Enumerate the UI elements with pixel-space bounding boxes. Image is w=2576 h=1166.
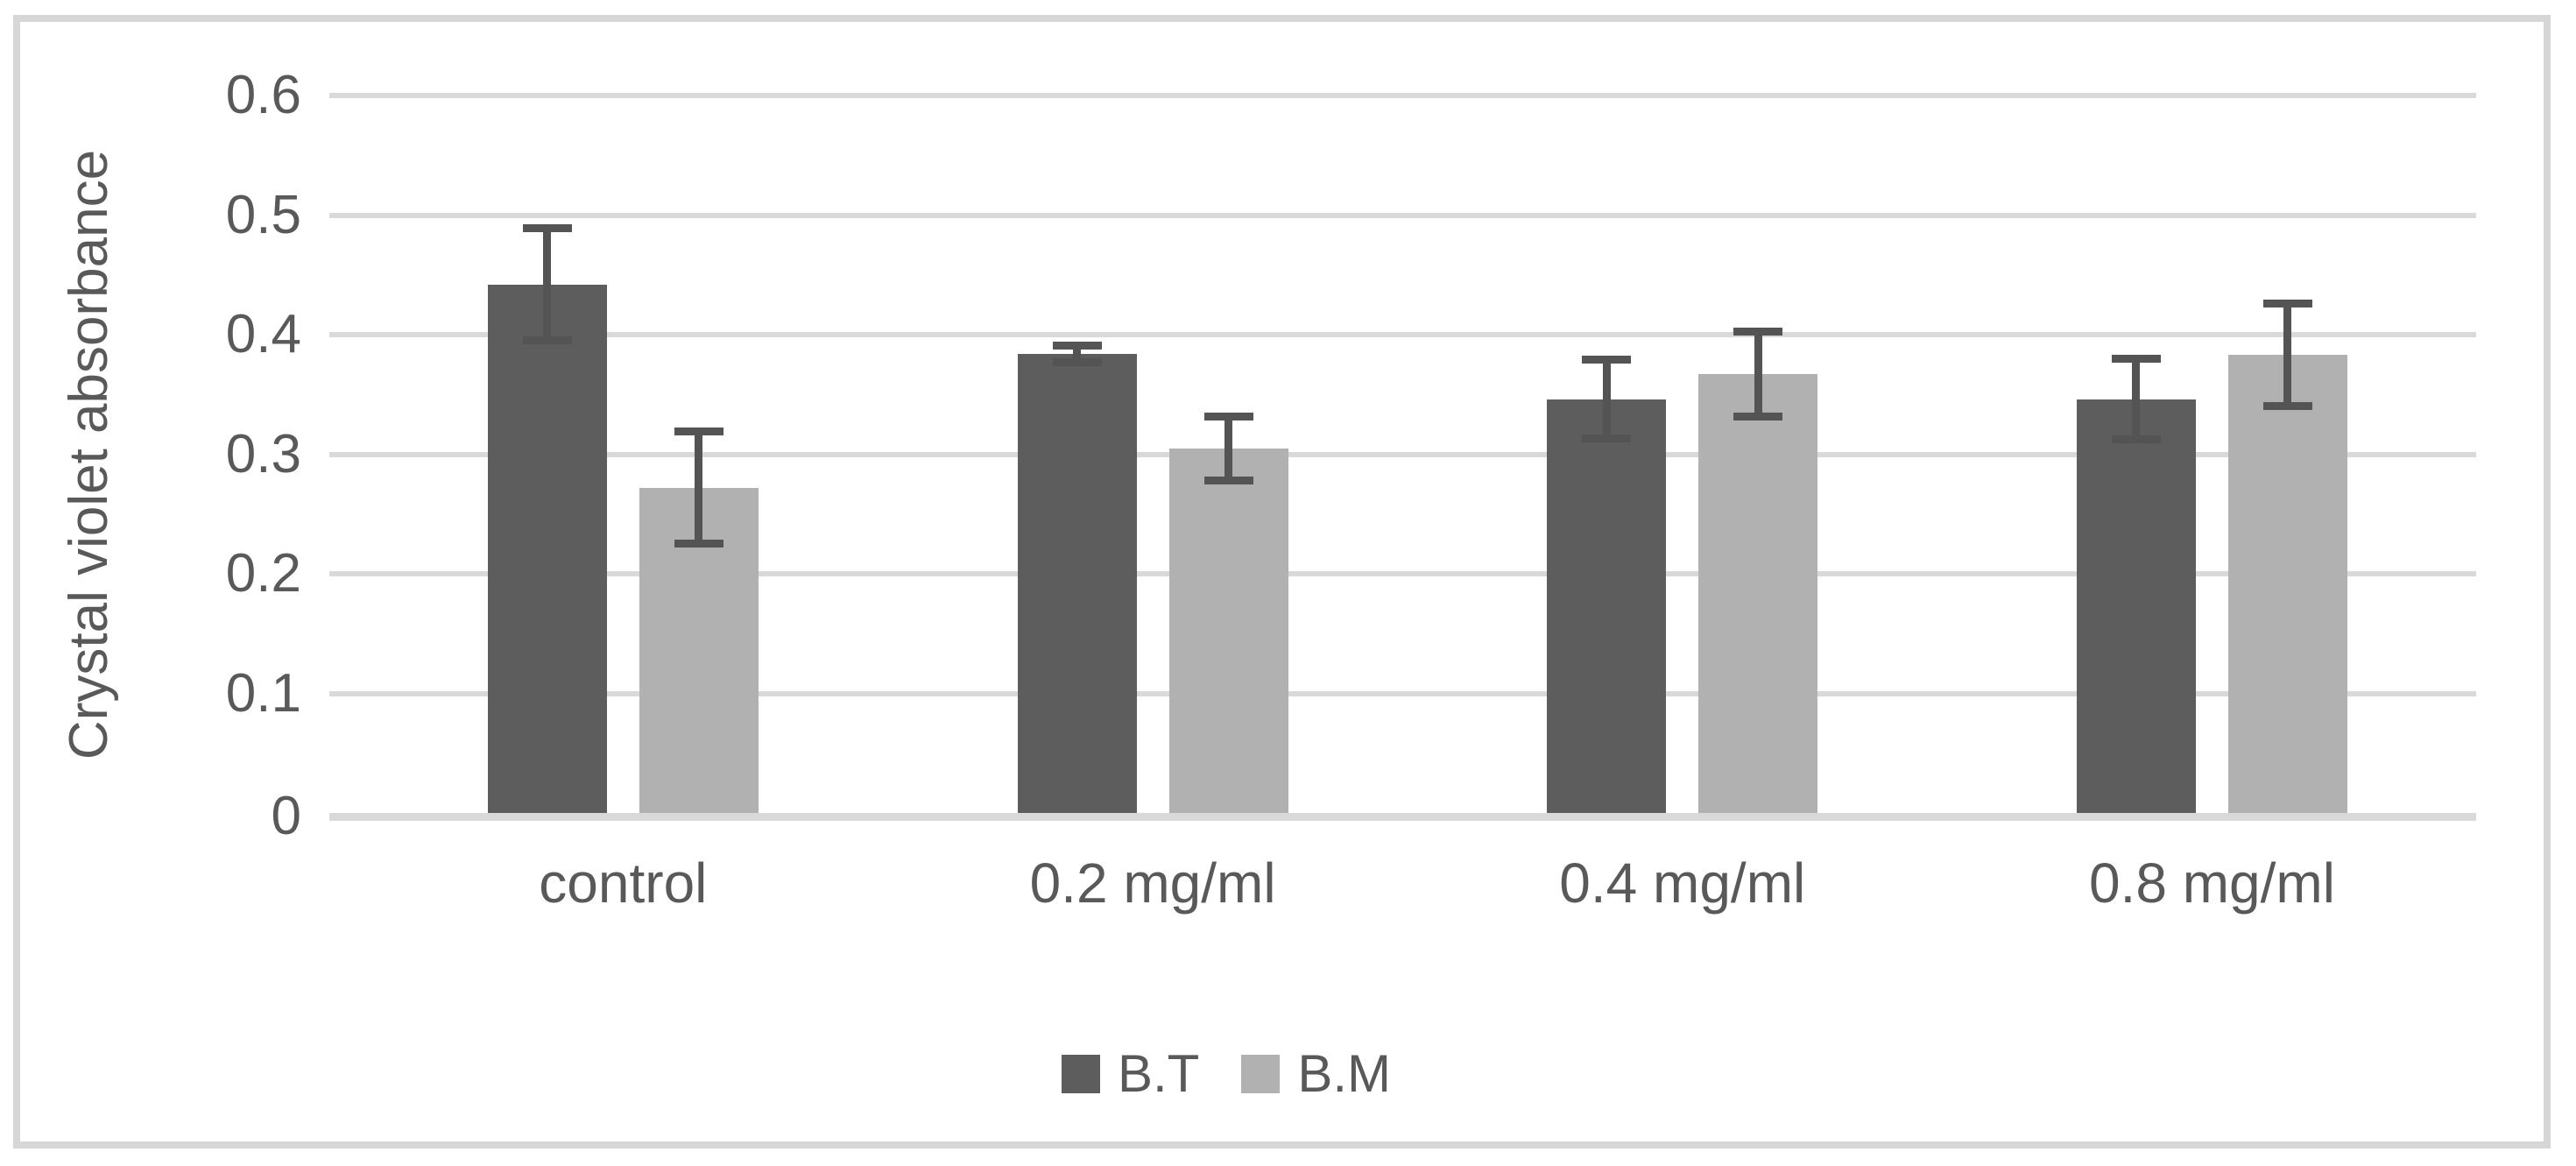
error-bar-cap-bottom (2111, 435, 2161, 444)
bar-bt-0 (487, 284, 607, 813)
y-tick-label: 0.2 (225, 543, 301, 604)
error-bar-cap-top (1052, 342, 1102, 350)
gridline (329, 212, 2476, 218)
error-bar-cap-bottom (1052, 357, 1102, 366)
bar-bt-1 (1017, 353, 1137, 813)
x-axis-line (329, 813, 2476, 821)
bar-bt-3 (2076, 399, 2196, 813)
y-axis-title: Crystal violet absorbance (59, 149, 119, 760)
y-tick-label: 0 (271, 786, 301, 846)
gridline (329, 93, 2476, 98)
error-bar-stem (1754, 333, 1762, 415)
legend-label: B.T (1117, 1044, 1200, 1103)
legend-item-bm: B.M (1241, 1048, 1391, 1100)
bar-bm-3 (2227, 355, 2347, 813)
error-bar-cap-top (674, 428, 723, 436)
error-bar-cap-bottom (522, 336, 572, 345)
error-bar-stem (1602, 362, 1611, 437)
error-bar-stem (2283, 306, 2292, 405)
y-tick-label: 0.1 (225, 662, 301, 724)
y-tick-label: 0.3 (225, 423, 301, 484)
y-tick-label: 0.5 (225, 184, 301, 245)
error-bar-cap-bottom (674, 540, 723, 548)
error-bar-cap-bottom (1582, 435, 1632, 443)
legend: B.T B.M (0, 1048, 2452, 1100)
error-bar-cap-bottom (1203, 476, 1253, 484)
bar-bt-2 (1547, 399, 1667, 813)
x-axis-label-0: control (539, 852, 708, 915)
legend-swatch-icon (1241, 1055, 1281, 1093)
error-bar-stem (543, 230, 552, 339)
error-bar-cap-top (1582, 356, 1632, 364)
bar-bm-2 (1698, 374, 1818, 813)
y-tick-label: 0.4 (225, 304, 301, 364)
legend-label: B.M (1297, 1044, 1391, 1103)
error-bar-stem (2132, 361, 2141, 438)
legend-swatch-icon (1061, 1055, 1100, 1093)
gridline (329, 690, 2476, 696)
error-bar-cap-bottom (1733, 413, 1783, 421)
error-bar-stem (695, 434, 703, 542)
x-axis-label-2: 0.4 mg/ml (1559, 852, 1806, 915)
error-bar-cap-bottom (2262, 402, 2312, 411)
error-bar-cap-top (522, 224, 572, 233)
gridline (329, 571, 2476, 576)
error-bar-stem (1224, 418, 1233, 478)
gridline (329, 332, 2476, 337)
x-axis-label-3: 0.8 mg/ml (2088, 852, 2335, 915)
error-bar-cap-top (2262, 300, 2312, 308)
legend-item-bt: B.T (1061, 1044, 1200, 1103)
error-bar-stem (1073, 348, 1082, 360)
bar-bm-1 (1168, 448, 1288, 813)
error-bar-cap-top (1203, 412, 1253, 420)
x-axis-label-1: 0.2 mg/ml (1029, 852, 1276, 915)
error-bar-cap-top (2111, 355, 2161, 364)
error-bar-cap-top (1733, 327, 1783, 336)
gridline (329, 451, 2476, 457)
y-tick-label: 0.6 (225, 65, 301, 125)
